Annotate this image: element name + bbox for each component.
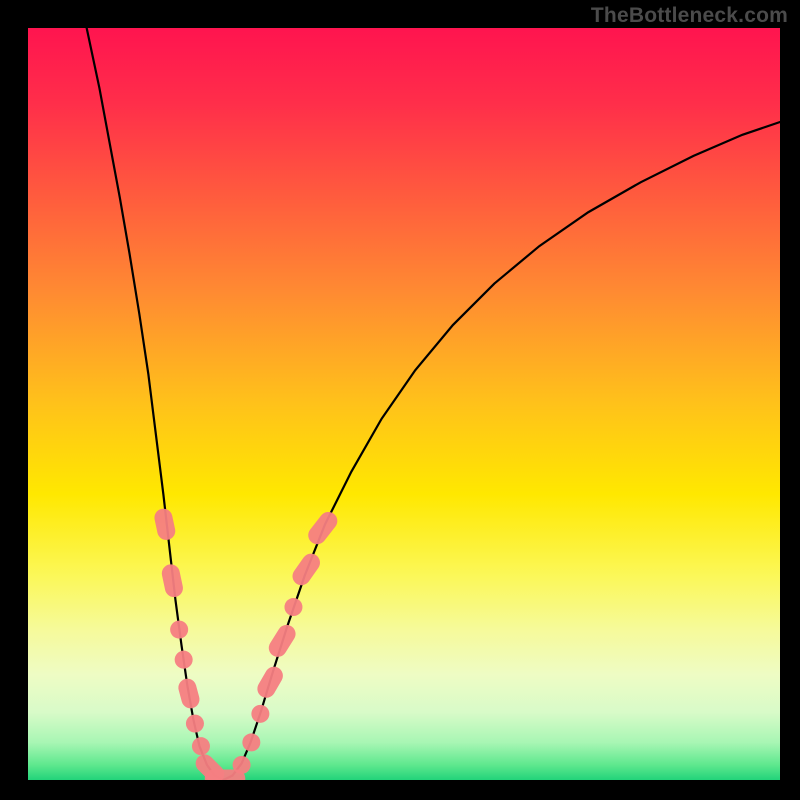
data-point <box>242 733 260 751</box>
data-point <box>175 651 193 669</box>
bottleneck-curve-right <box>224 122 780 780</box>
data-point <box>170 621 188 639</box>
chart-svg <box>28 28 780 780</box>
data-point <box>284 598 302 616</box>
data-point-segment <box>254 663 286 701</box>
data-point-segment <box>160 563 184 599</box>
data-point-segment <box>176 677 201 711</box>
watermark-attribution: TheBottleneck.com <box>591 4 788 28</box>
data-point-segment <box>265 621 299 660</box>
data-point-segment <box>305 508 341 547</box>
data-point <box>192 737 210 755</box>
data-point-segment <box>289 550 324 589</box>
data-point <box>186 715 204 733</box>
plot-area <box>28 28 780 780</box>
data-point-segment <box>153 507 177 542</box>
data-point <box>251 705 269 723</box>
bottleneck-curve-left <box>87 28 224 780</box>
data-point <box>233 756 251 774</box>
